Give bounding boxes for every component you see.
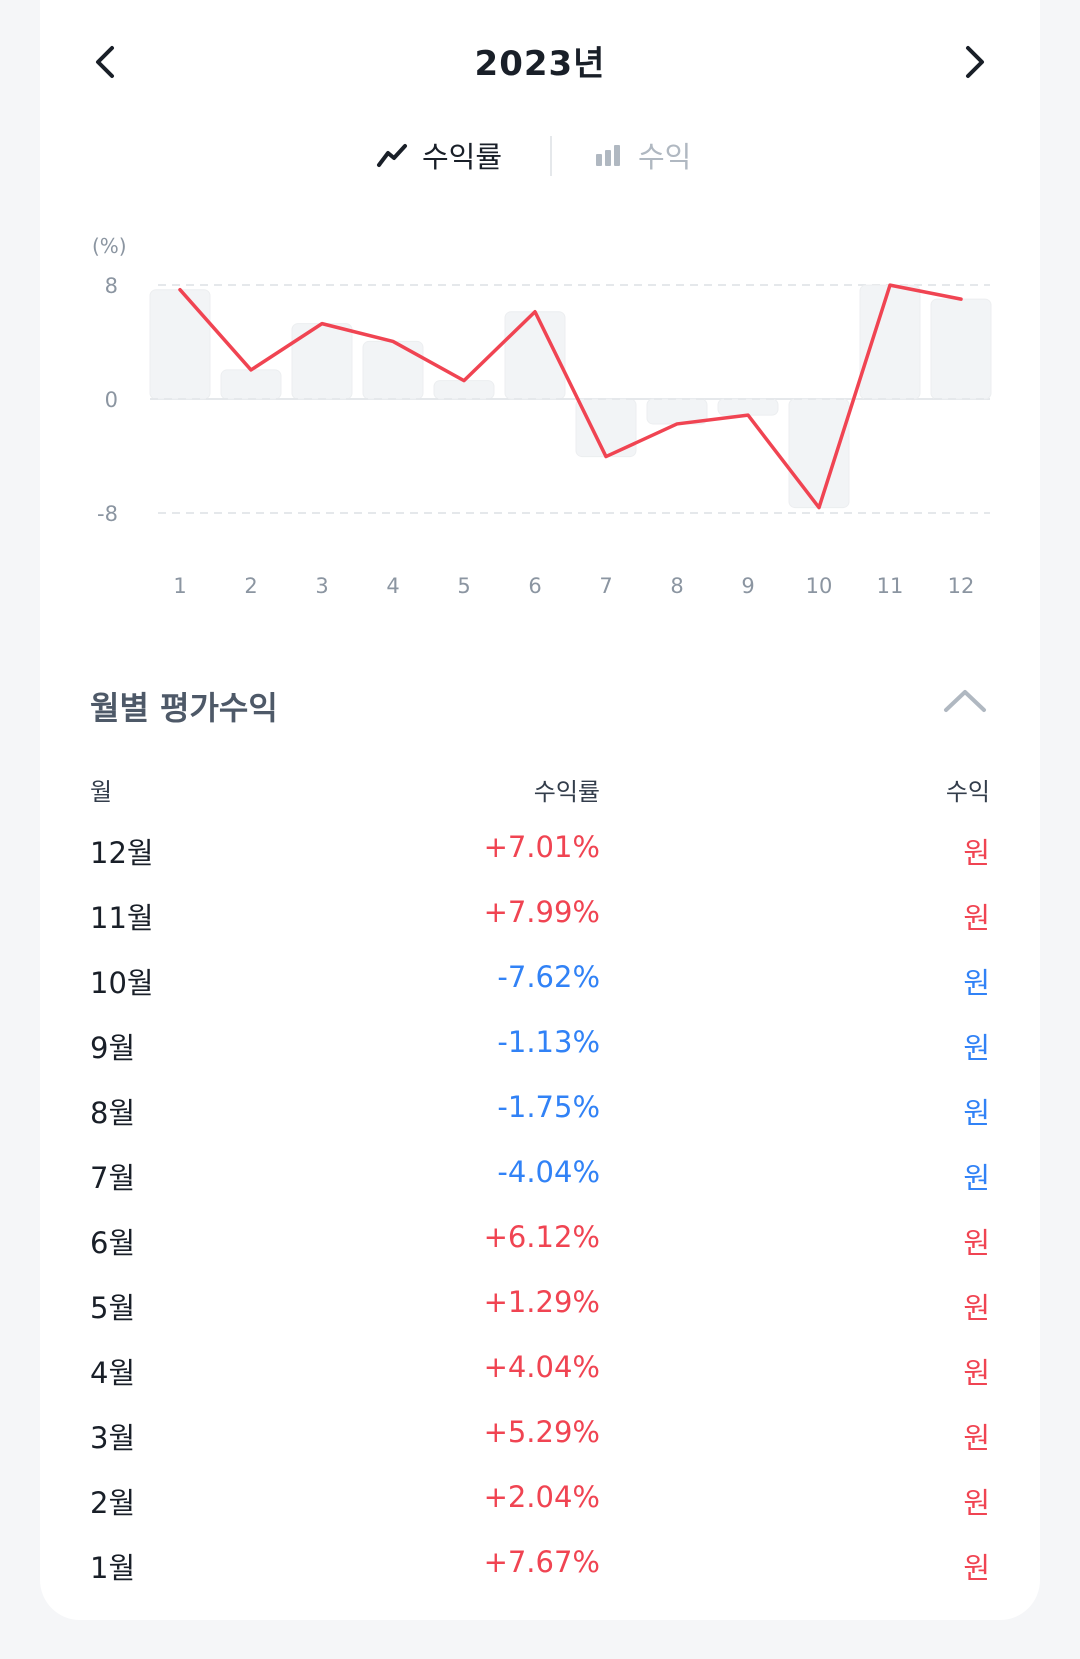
table-row: 6월 +6.12% 원: [0, 1208, 1080, 1273]
row-rate: +7.01%: [483, 830, 600, 864]
row-profit: 원: [963, 1161, 990, 1195]
row-profit: 원: [963, 1421, 990, 1455]
row-profit: 원: [963, 836, 990, 870]
row-month: 6월: [90, 1226, 136, 1260]
row-profit: 원: [963, 1291, 990, 1325]
x-tick-label: 9: [741, 574, 754, 598]
row-profit: 원: [963, 1226, 990, 1260]
collapse-button[interactable]: [940, 682, 990, 718]
section-title: 월별 평가수익: [90, 689, 278, 727]
row-month: 10월: [90, 966, 154, 1000]
row-profit: 원: [963, 1356, 990, 1390]
prev-year-button[interactable]: [84, 40, 128, 84]
x-tick-label: 2: [244, 574, 257, 598]
header-profit: 수익: [945, 778, 990, 806]
chevron-left-icon: [96, 46, 114, 78]
y-tick-label: 8: [105, 274, 118, 298]
monthly-table: 12월 +7.01% 원 11월 +7.99% 원 10월 -7.62% 원 9…: [0, 818, 1080, 1598]
line-chart-icon: [377, 144, 407, 167]
y-tick-label: -8: [97, 502, 118, 526]
row-rate: -1.13%: [497, 1025, 600, 1059]
row-profit: 원: [963, 966, 990, 1000]
chart-bar: [291, 323, 353, 400]
row-month: 4월: [90, 1356, 136, 1390]
table-row: 1월 +7.67% 원: [0, 1533, 1080, 1598]
x-tick-label: 3: [315, 574, 328, 598]
row-rate: +7.99%: [483, 895, 600, 929]
header-month: 월: [90, 778, 113, 806]
chart-bar: [433, 380, 495, 400]
table-row: 8월 -1.75% 원: [0, 1078, 1080, 1143]
table-row: 12월 +7.01% 원: [0, 818, 1080, 883]
x-tick-label: 6: [528, 574, 541, 598]
row-rate: +6.12%: [483, 1220, 600, 1254]
chart-bar: [930, 298, 992, 400]
table-row: 2월 +2.04% 원: [0, 1468, 1080, 1533]
table-row: 11월 +7.99% 원: [0, 883, 1080, 948]
x-tick-label: 12: [948, 574, 975, 598]
row-profit: 원: [963, 1551, 990, 1585]
header: 2023년: [0, 0, 1080, 120]
row-month: 1월: [90, 1551, 136, 1585]
chart-bar: [859, 284, 921, 400]
row-rate: +7.67%: [483, 1545, 600, 1579]
row-month: 7월: [90, 1161, 136, 1195]
x-tick-label: 7: [599, 574, 612, 598]
table-row: 9월 -1.13% 원: [0, 1013, 1080, 1078]
chart-bar: [149, 289, 211, 400]
row-profit: 원: [963, 901, 990, 935]
table-row: 10월 -7.62% 원: [0, 948, 1080, 1013]
table-row: 3월 +5.29% 원: [0, 1403, 1080, 1468]
x-tick-label: 11: [877, 574, 904, 598]
row-profit: 원: [963, 1031, 990, 1065]
x-tick-label: 1: [173, 574, 186, 598]
x-tick-label: 8: [670, 574, 683, 598]
row-profit: 원: [963, 1096, 990, 1130]
series-line: [178, 283, 963, 510]
row-month: 2월: [90, 1486, 136, 1520]
row-rate: +1.29%: [483, 1285, 600, 1319]
tab-profit-label: 수익: [638, 140, 692, 174]
chart-bar: [362, 340, 424, 400]
table-row: 4월 +4.04% 원: [0, 1338, 1080, 1403]
row-rate: +5.29%: [483, 1415, 600, 1449]
row-rate: +2.04%: [483, 1480, 600, 1514]
y-tick-label: 0: [105, 388, 118, 412]
chart-mode-toggle: 수익률 수익: [0, 130, 1080, 180]
header-rate: 수익률: [533, 778, 600, 806]
chart-svg: (%)80-81 2 3 4 5 6 7 8 9 10 11 12: [92, 234, 992, 598]
table-header: 월 수익률 수익: [0, 772, 1080, 812]
row-month: 12월: [90, 836, 154, 870]
tab-rate[interactable]: 수익률: [376, 130, 502, 180]
row-rate: +4.04%: [483, 1350, 600, 1384]
row-month: 5월: [90, 1291, 136, 1325]
year-title: 2023년: [474, 44, 606, 84]
chart-bar: [788, 398, 850, 509]
row-rate: -1.75%: [497, 1090, 600, 1124]
bar-chart-icon: [596, 145, 620, 166]
toggle-divider: [550, 136, 552, 176]
row-month: 8월: [90, 1096, 136, 1130]
next-year-button[interactable]: [952, 40, 996, 84]
x-tick-label: 4: [386, 574, 399, 598]
main-card: [40, 0, 1040, 1620]
chart-bar: [717, 398, 779, 416]
row-rate: -7.62%: [497, 960, 600, 994]
monthly-return-chart: (%) 8 0 -8 1 2 3 4 5 6 7 8 9 10 11 12: [0, 230, 1080, 610]
x-tick-label: 10: [806, 574, 833, 598]
chevron-up-icon: [944, 690, 986, 712]
table-row: 7월 -4.04% 원: [0, 1143, 1080, 1208]
row-month: 3월: [90, 1421, 136, 1455]
row-month: 11월: [90, 901, 154, 935]
row-month: 9월: [90, 1031, 136, 1065]
tab-profit[interactable]: 수익: [594, 130, 691, 180]
table-row: 5월 +1.29% 원: [0, 1273, 1080, 1338]
x-tick-label: 5: [457, 574, 470, 598]
y-axis-unit-label: (%): [92, 234, 127, 258]
chart-bar: [220, 369, 282, 400]
row-rate: -4.04%: [497, 1155, 600, 1189]
tab-rate-label: 수익률: [422, 140, 503, 174]
chevron-right-icon: [966, 46, 984, 78]
row-profit: 원: [963, 1486, 990, 1520]
